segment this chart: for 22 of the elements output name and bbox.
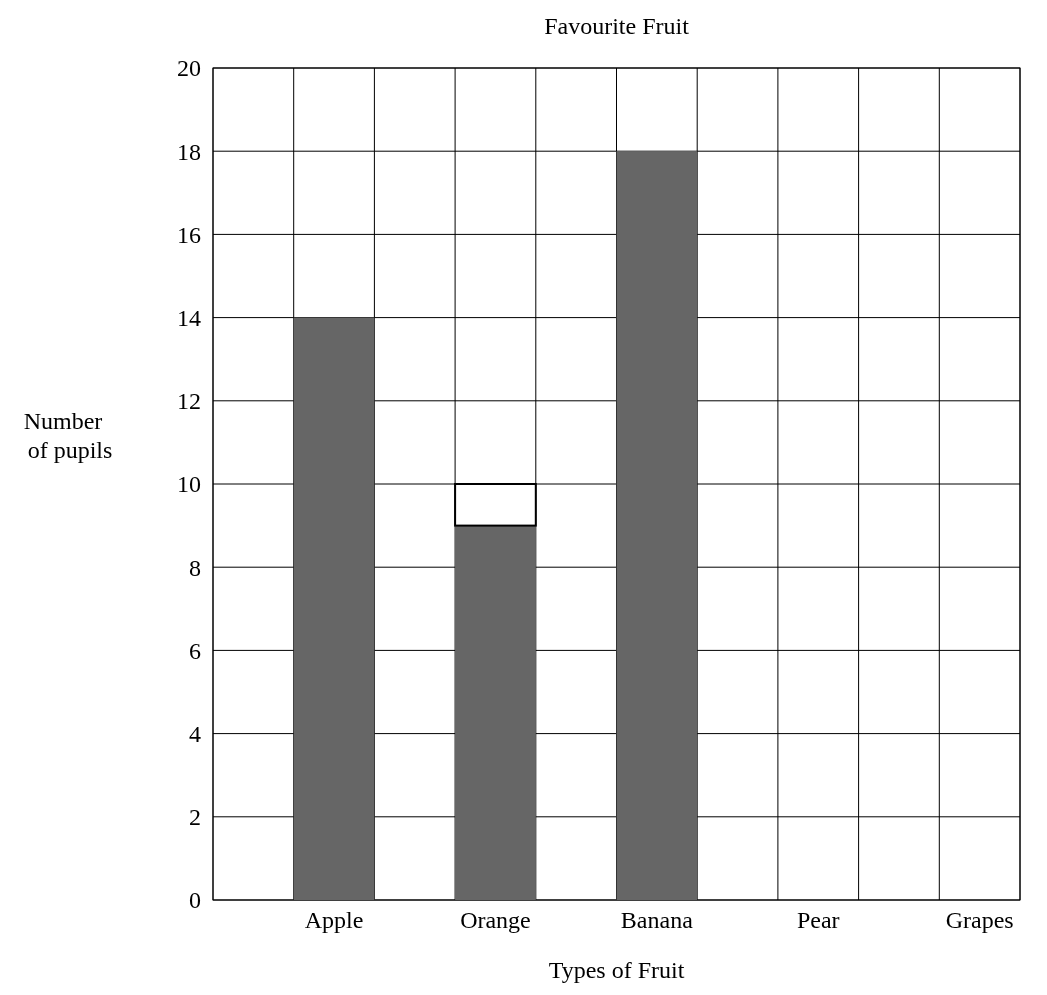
y-axis-title: Number of pupils <box>23 408 113 463</box>
x-tick-label: Orange <box>460 907 531 933</box>
bar <box>616 151 698 900</box>
x-tick-label: Apple <box>304 907 364 933</box>
y-tick-label: 12 <box>177 388 201 415</box>
y-tick-label: 16 <box>177 221 201 248</box>
y-tick-label: 18 <box>177 138 201 165</box>
bar <box>455 525 536 900</box>
bar <box>293 317 375 900</box>
y-tick-label: 20 <box>177 55 201 82</box>
chart-title: Favourite Fruit <box>544 13 690 39</box>
x-axis-title: Types of Fruit <box>548 957 685 983</box>
x-tick-label: Pear <box>796 907 840 933</box>
y-tick-label: 14 <box>177 305 201 331</box>
x-tick-label: Banana <box>620 907 694 933</box>
y-tick-label: 4 <box>189 721 201 747</box>
y-tick-label: 8 <box>189 554 201 581</box>
y-tick-label: 2 <box>189 804 201 831</box>
y-tick-label: 6 <box>189 637 201 664</box>
y-tick-label: 0 <box>189 887 201 914</box>
y-tick-label: 10 <box>177 471 201 498</box>
x-tick-label: Grapes <box>945 907 1014 933</box>
